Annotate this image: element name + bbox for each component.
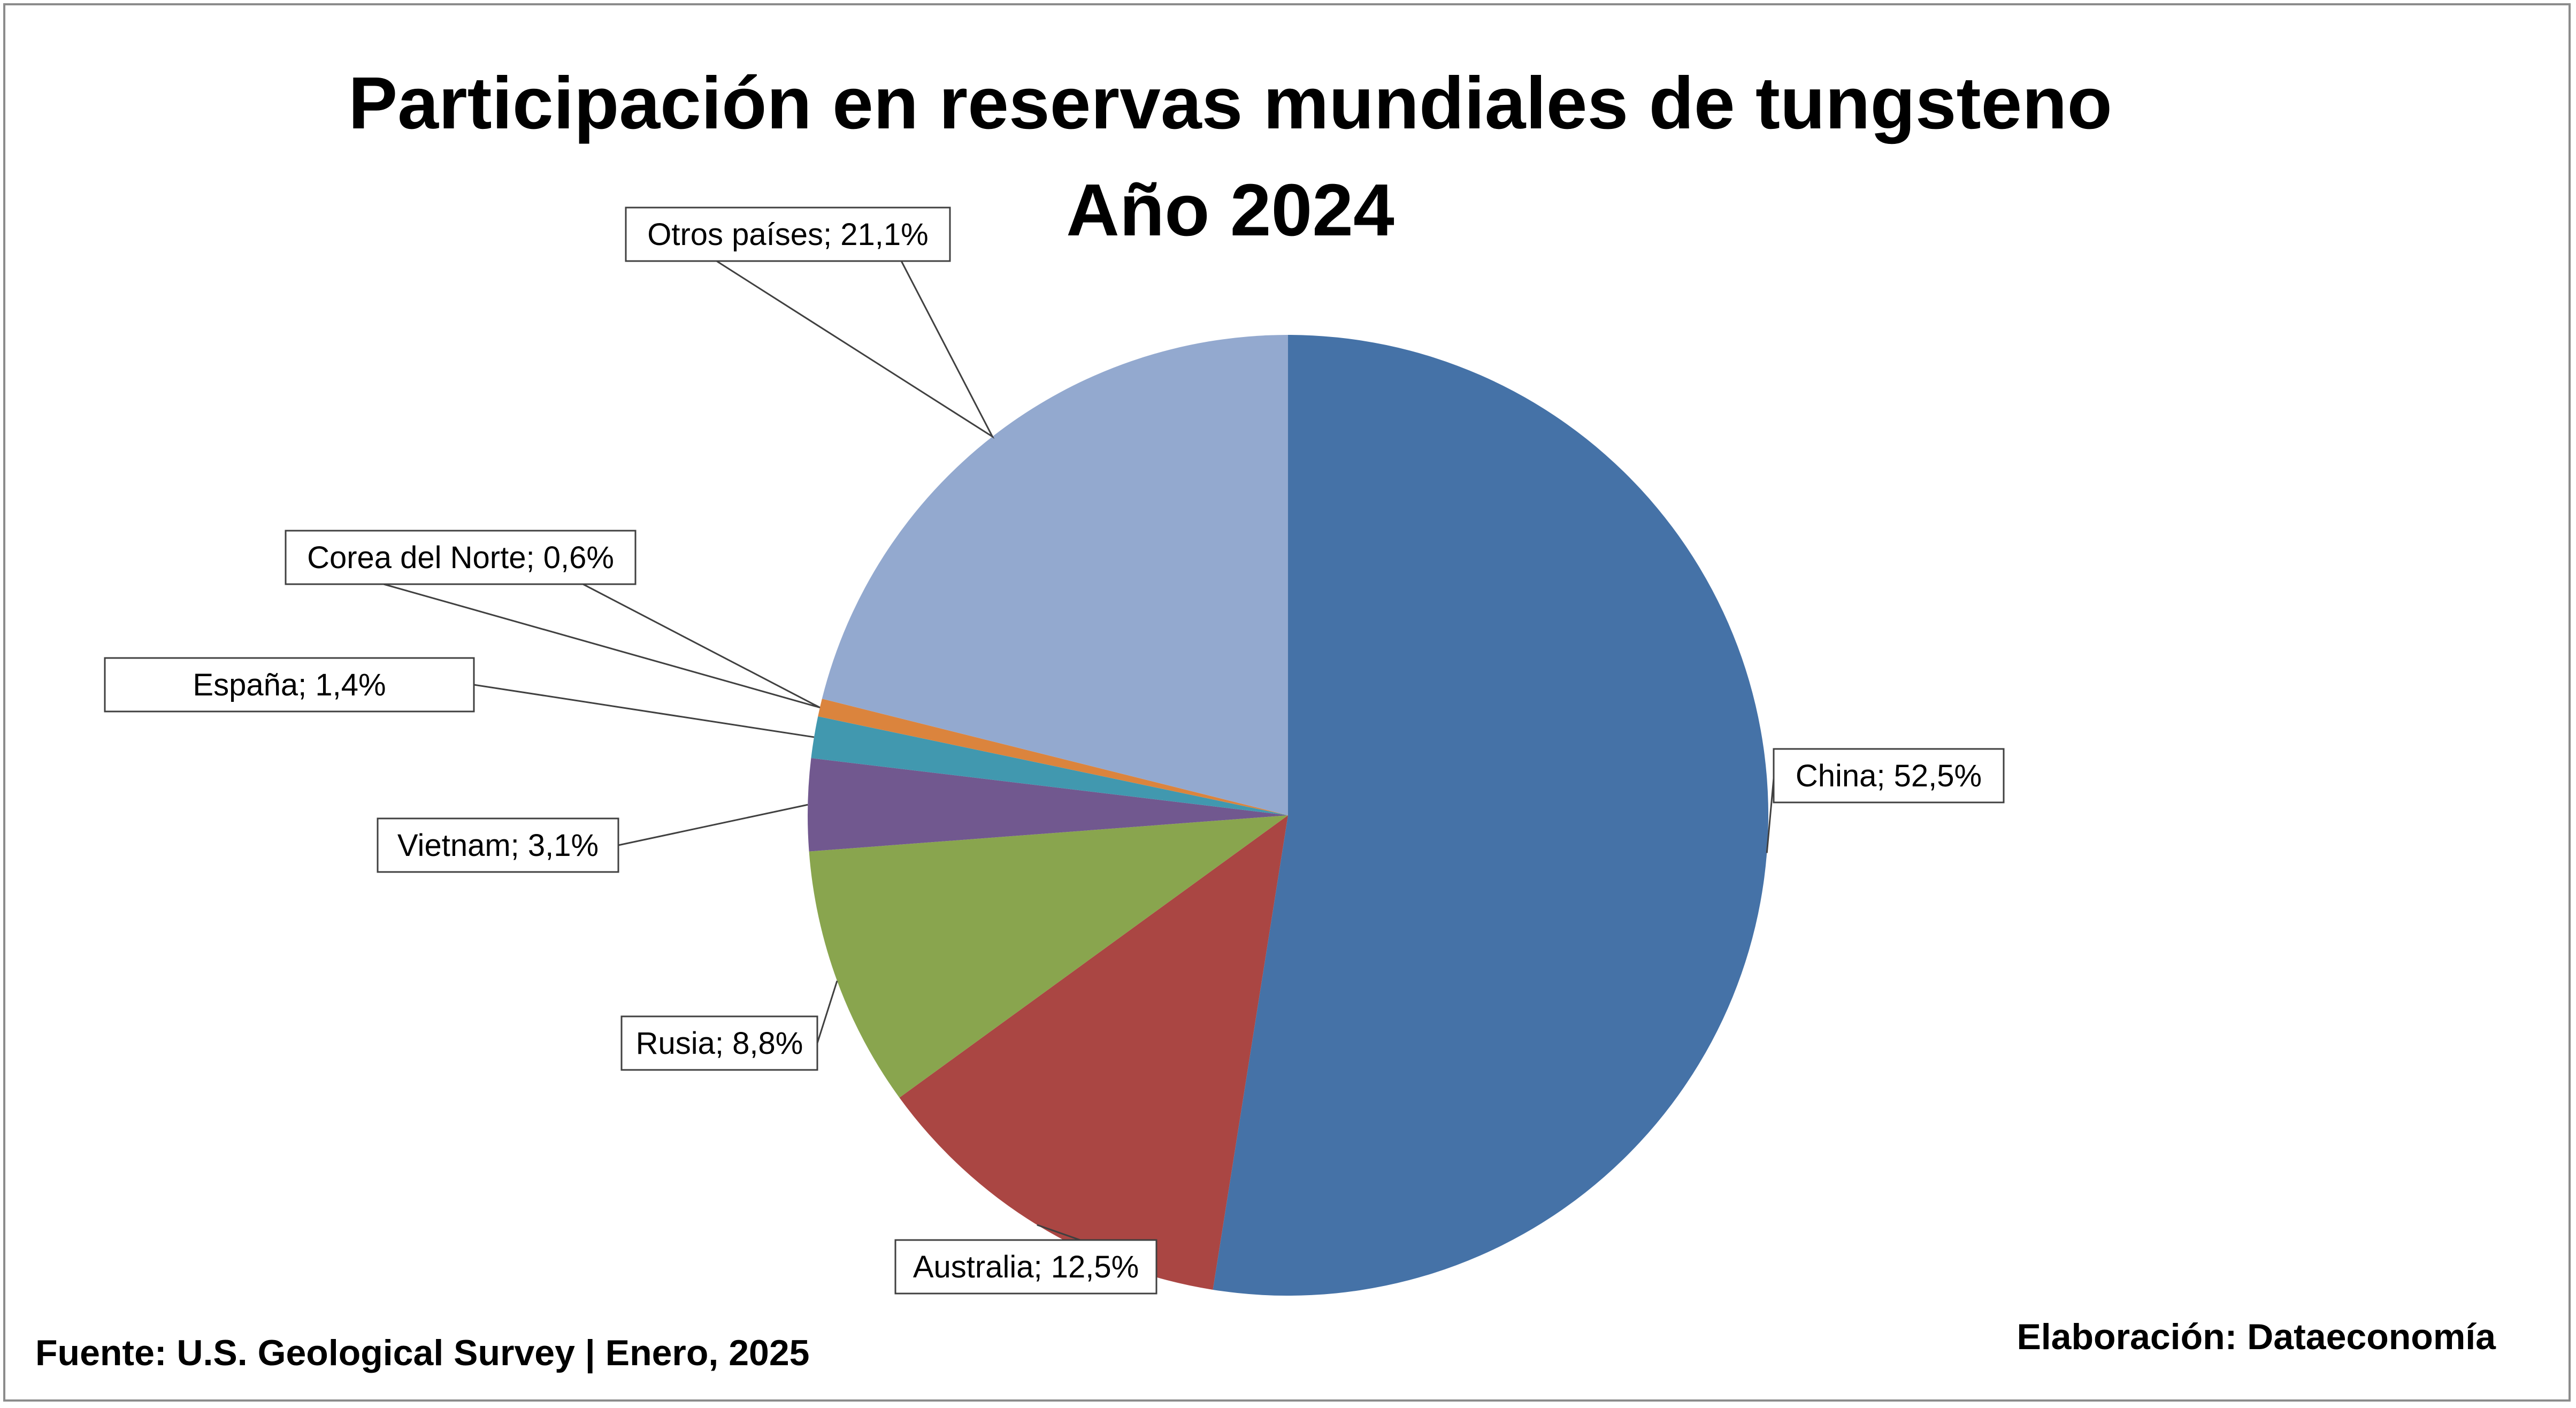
- data-label-box: [625, 206, 951, 262]
- data-label: China; 52,5%: [1796, 759, 1982, 793]
- chart-subtitle: Año 2024: [1066, 169, 1394, 251]
- data-label-box: [377, 817, 619, 873]
- data-label: España; 1,4%: [193, 668, 386, 702]
- leader-line: [618, 804, 808, 846]
- chart-title: Participación en reservas mundiales de t…: [348, 62, 2112, 144]
- pie-slice: [809, 815, 1288, 1098]
- data-label-box: [104, 657, 475, 713]
- data-label: Vietnam; 3,1%: [397, 828, 599, 863]
- source-note: Fuente: U.S. Geological Survey | Enero, …: [35, 1333, 810, 1373]
- pie-slices: [808, 335, 1768, 1296]
- data-label: Australia; 12,5%: [913, 1250, 1139, 1284]
- data-label-box: [894, 1239, 1157, 1295]
- pie-slice: [822, 335, 1288, 815]
- data-label-box: [285, 530, 637, 585]
- pie-slice: [1213, 335, 1768, 1296]
- credit-note: Elaboración: Dataeconomía: [2017, 1317, 2496, 1357]
- leader-line: [716, 260, 995, 439]
- pie-slice: [899, 815, 1288, 1290]
- data-label-box: [620, 1015, 818, 1071]
- pie-slice: [811, 716, 1288, 815]
- pie-slice: [818, 699, 1288, 815]
- data-label-box: [1773, 748, 2005, 804]
- leader-line: [473, 684, 815, 738]
- data-label: Corea del Norte; 0,6%: [307, 540, 614, 575]
- pie-slice: [808, 758, 1288, 852]
- leader-line: [816, 981, 838, 1044]
- leader-line: [383, 583, 821, 709]
- data-label: Otros países; 21,1%: [647, 217, 928, 252]
- slice-labels: China; 52,5% Australia; 12,5% Rusia; 8,8% V…: [104, 206, 2005, 1295]
- leader-line: [1766, 778, 1775, 853]
- data-label: Rusia; 8,8%: [636, 1026, 803, 1061]
